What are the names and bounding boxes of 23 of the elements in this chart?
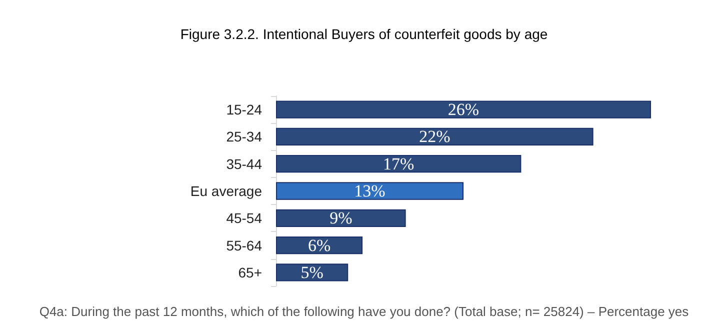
y-tick-label: 45-54 xyxy=(226,210,262,226)
data-label: 9% xyxy=(330,208,352,228)
bar xyxy=(276,155,522,173)
data-label: 13% xyxy=(354,182,386,200)
data-label: 6% xyxy=(308,236,331,255)
y-tick-label: 55-64 xyxy=(226,237,262,254)
bar xyxy=(276,128,594,146)
data-label: 26% xyxy=(448,100,480,120)
y-tick-label: 35-44 xyxy=(226,156,262,172)
y-tick-label: 65+ xyxy=(238,264,262,280)
bar xyxy=(276,264,348,282)
data-label: 17% xyxy=(383,154,414,174)
bar xyxy=(276,182,464,200)
data-label: 22% xyxy=(419,127,450,146)
bar xyxy=(276,100,651,118)
bar xyxy=(276,209,406,227)
y-tick-label: Eu average xyxy=(190,183,262,199)
y-tick-label: 15-24 xyxy=(226,102,262,118)
text: Q4a: During the past 12 months, which of the following have you done? (Total base; n= 25824) – Percentage yes xyxy=(39,304,690,319)
chart-title: Figure 3.2.2. Intentional Buyers of counterfeit goods by age xyxy=(180,26,548,42)
data-label: 5% xyxy=(300,262,324,282)
y-tick-label: 25-34 xyxy=(226,128,262,145)
bar xyxy=(276,236,363,254)
